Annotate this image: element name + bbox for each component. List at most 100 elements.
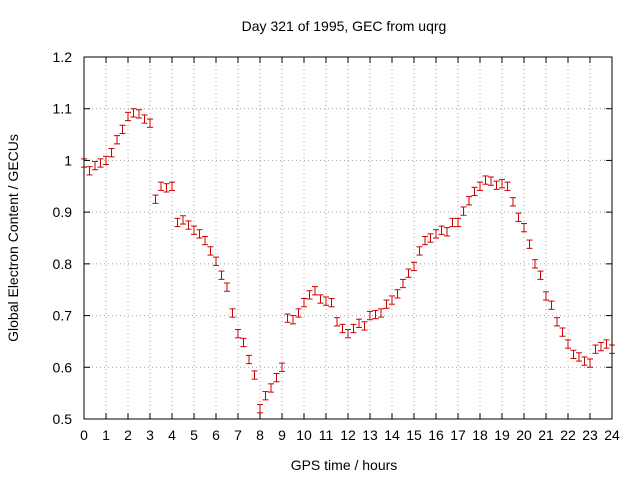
y-axis-label: Global Electron Content / GECUs: [5, 134, 21, 342]
data-point: [202, 235, 208, 246]
data-point: [273, 372, 280, 383]
data-point: [147, 118, 153, 128]
y-tick-label: 0.8: [53, 256, 73, 272]
data-point: [279, 362, 285, 372]
x-tick-label: 11: [319, 427, 334, 443]
data-point: [301, 298, 307, 308]
data-point: [532, 259, 538, 269]
x-tick-label: 3: [146, 427, 154, 443]
data-point: [405, 268, 412, 278]
data-point: [323, 296, 329, 306]
data-point: [526, 239, 533, 249]
x-tick-label: 14: [384, 427, 400, 443]
y-tick-label: 1.2: [53, 49, 73, 65]
data-point: [224, 282, 230, 292]
data-point: [356, 318, 362, 328]
x-tick-label: 4: [168, 427, 176, 443]
data-point: [581, 356, 588, 366]
data-point: [136, 109, 142, 119]
x-tick-label: 2: [124, 427, 132, 443]
data-point: [603, 339, 610, 349]
data-point: [460, 206, 467, 216]
data-point: [262, 391, 269, 401]
data-point: [295, 308, 302, 318]
data-point: [521, 223, 527, 233]
x-tick-labels: 0 1 2 3 4 5 6 7 8 9 10 11 12 13 14 15 16 17 18 19 20 21 22 23 24: [80, 427, 620, 443]
data-point: [548, 300, 555, 310]
data-points: [81, 108, 615, 414]
x-tick-label: 20: [516, 427, 532, 443]
data-point: [119, 124, 126, 135]
data-point: [339, 323, 346, 334]
x-tick-label: 15: [406, 427, 422, 443]
data-point: [196, 229, 203, 239]
x-tick-label: 10: [296, 427, 312, 443]
data-point: [394, 289, 401, 299]
data-point: [334, 317, 340, 327]
chart-title: Day 321 of 1995, GEC from uqrg: [242, 18, 447, 34]
data-point: [97, 158, 104, 168]
data-point: [598, 341, 604, 352]
data-point: [218, 270, 225, 280]
data-point: [185, 220, 192, 230]
data-point: [411, 261, 417, 272]
y-tick-label: 0.6: [53, 359, 73, 375]
data-point: [383, 299, 390, 309]
data-point: [240, 337, 247, 348]
data-point: [449, 217, 456, 228]
data-point: [515, 212, 522, 222]
data-point: [367, 310, 373, 321]
data-point: [108, 148, 115, 158]
data-point: [207, 246, 214, 256]
data-point: [92, 160, 98, 171]
data-point: [422, 235, 428, 246]
data-point: [592, 344, 599, 354]
x-tick-label: 16: [428, 427, 444, 443]
y-tick-label: 0.7: [53, 308, 73, 324]
x-tick-label: 9: [278, 427, 286, 443]
data-point: [576, 352, 582, 362]
data-point: [499, 179, 505, 189]
data-point: [312, 286, 318, 296]
data-point: [477, 181, 483, 191]
x-tick-label: 1: [102, 427, 110, 443]
x-tick-label: 17: [450, 427, 466, 443]
grid: [84, 57, 612, 419]
x-tick-label: 21: [538, 427, 554, 443]
plot-frame: [83, 56, 613, 420]
data-point: [488, 176, 494, 186]
data-point: [158, 181, 164, 191]
data-point: [191, 225, 197, 235]
data-point: [328, 298, 335, 308]
data-point: [229, 308, 236, 318]
data-point: [152, 194, 159, 204]
y-tick-label: 1: [64, 152, 72, 168]
data-point: [114, 135, 120, 145]
data-point: [86, 166, 93, 176]
data-point: [246, 354, 252, 365]
data-point: [482, 175, 489, 185]
data-point: [163, 183, 170, 193]
data-point: [504, 181, 511, 191]
data-point: [257, 404, 263, 414]
data-point: [174, 217, 181, 228]
data-point: [361, 321, 368, 331]
data-point: [389, 295, 395, 305]
data-point: [284, 313, 291, 323]
y-tick-labels: 0.5 0.6 0.7 0.8 0.9 1 1.1 1.2: [53, 49, 73, 427]
data-point: [400, 278, 406, 289]
x-tick-label: 19: [494, 427, 510, 443]
y-tick-label: 0.9: [53, 204, 73, 220]
data-point: [433, 229, 439, 239]
data-point: [103, 155, 109, 166]
x-tick-label: 6: [212, 427, 220, 443]
data-point: [306, 290, 313, 300]
x-tick-label: 8: [256, 427, 264, 443]
data-point: [493, 180, 500, 190]
data-point: [444, 227, 450, 237]
data-point: [466, 196, 472, 206]
data-point: [455, 217, 461, 228]
data-point: [350, 323, 357, 334]
